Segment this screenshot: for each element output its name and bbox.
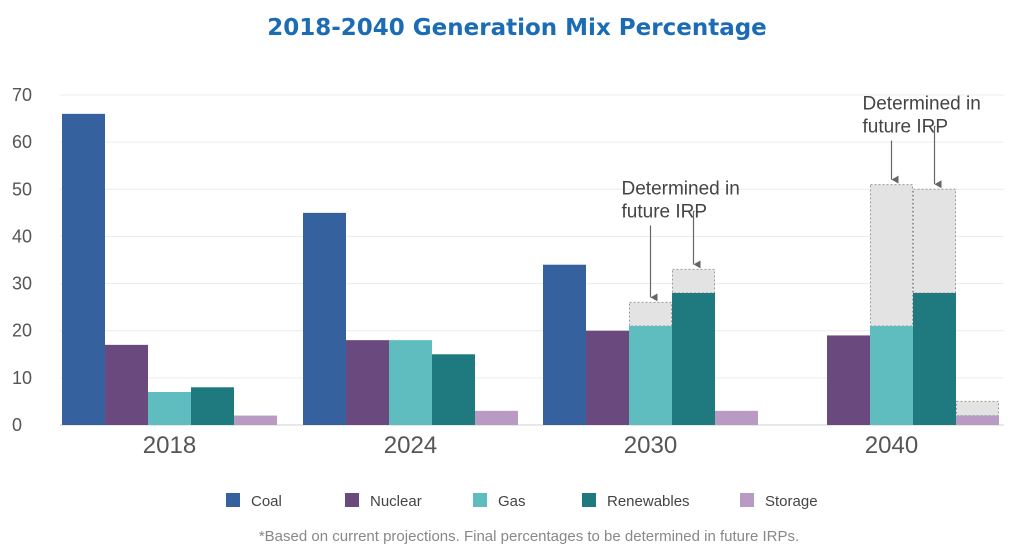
bars	[62, 113, 999, 425]
bar-gas-2030	[629, 326, 672, 425]
undetermined-bars	[629, 184, 999, 417]
y-tick-label: 60	[12, 132, 32, 152]
bar-gas-2024	[389, 340, 432, 425]
legend-label: Nuclear	[370, 493, 422, 510]
bar-storage-2024	[475, 410, 518, 425]
bar-coal-2018	[62, 113, 105, 425]
bar-renewables-2030	[672, 293, 715, 425]
bar-gas-2018	[148, 392, 191, 425]
bar-nuclear-2024	[346, 340, 389, 425]
x-axis-labels: 2018 2024 2030 2040	[143, 432, 918, 459]
bar-gas-2040	[870, 326, 913, 425]
bar-renewables-2018	[191, 387, 234, 425]
y-axis-ticks: 0 10 20 30 40 50 60 70	[12, 85, 32, 435]
category-label: 2030	[624, 432, 677, 459]
undetermined-bar-storage-2040	[956, 400, 999, 417]
legend: Coal Nuclear Gas Renewables Storage	[226, 493, 818, 510]
legend-label: Coal	[251, 493, 282, 510]
undetermined-bar-gas-2030	[629, 301, 672, 327]
bar-storage-2030	[715, 410, 758, 425]
legend-swatch	[345, 493, 359, 507]
y-tick-label: 0	[12, 415, 22, 435]
y-tick-label: 20	[12, 321, 32, 341]
legend-item-nuclear: Nuclear	[345, 493, 422, 510]
legend-swatch	[226, 493, 240, 507]
legend-swatch	[740, 493, 754, 507]
y-tick-label: 30	[12, 274, 32, 294]
annotation-line: Determined in	[622, 178, 740, 199]
bar-storage-2040	[956, 415, 999, 425]
legend-label: Storage	[765, 493, 818, 510]
y-tick-label: 50	[12, 179, 32, 199]
undetermined-bar-gas-2040	[870, 184, 913, 327]
legend-label: Gas	[498, 493, 526, 510]
annotation-line: Determined in	[863, 94, 981, 115]
annotation-arrow	[692, 210, 701, 269]
undetermined-bar-renewables-2030	[672, 268, 715, 294]
bar-nuclear-2040	[827, 335, 870, 425]
undetermined-bar-renewables-2040	[913, 188, 956, 294]
footnote: *Based on current projections. Final per…	[259, 528, 799, 545]
annotation-line: future IRP	[863, 117, 949, 138]
annotation-line: future IRP	[622, 201, 708, 222]
y-tick-label: 70	[12, 85, 32, 105]
category-label: 2040	[865, 432, 918, 459]
legend-swatch	[473, 493, 487, 507]
chart-title: 2018-2040 Generation Mix Percentage	[267, 15, 767, 41]
gridlines	[60, 94, 1004, 426]
bar-coal-2024	[303, 212, 346, 425]
y-tick-label: 10	[12, 368, 32, 388]
legend-label: Renewables	[607, 493, 690, 510]
legend-item-renewables: Renewables	[582, 493, 690, 510]
bar-nuclear-2030	[586, 330, 629, 425]
legend-item-storage: Storage	[740, 493, 818, 510]
legend-swatch	[582, 493, 596, 507]
legend-item-coal: Coal	[226, 493, 282, 510]
bar-renewables-2024	[432, 354, 475, 425]
bar-storage-2018	[234, 415, 277, 425]
category-label: 2024	[384, 432, 437, 459]
y-tick-label: 40	[12, 226, 32, 246]
bar-nuclear-2018	[105, 344, 148, 425]
bar-coal-2030	[543, 264, 586, 425]
category-label: 2018	[143, 432, 196, 459]
legend-item-gas: Gas	[473, 493, 526, 510]
bar-renewables-2040	[913, 293, 956, 425]
annotation-arrow	[933, 125, 942, 189]
